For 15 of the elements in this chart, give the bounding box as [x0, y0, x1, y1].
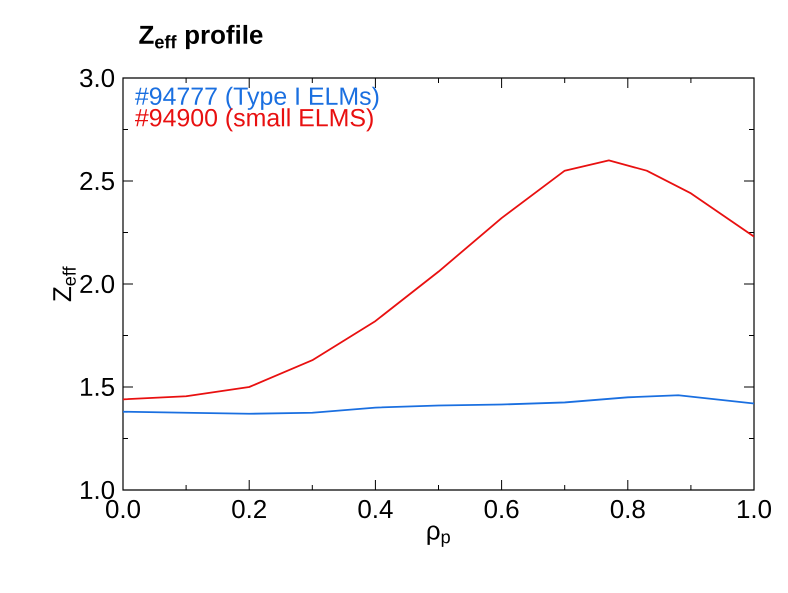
y-tick-label: 3.0: [80, 68, 114, 88]
y-tick-label: 1.0: [81, 480, 114, 500]
y-tick-label: 2.5: [80, 172, 114, 190]
x-tick-label: 0.2: [232, 500, 266, 518]
x-axis-title: ρ$_{p}$: [428, 525, 450, 547]
y-tick-label: 2.0: [80, 274, 114, 294]
x-tick-label: 0.4: [358, 500, 393, 518]
x-tick-label: 0.6: [484, 500, 518, 518]
x-tick-label: 0.0: [106, 500, 140, 518]
x-tick-label: 1.0: [738, 500, 771, 518]
y-tick-label: 1.5: [81, 378, 114, 396]
text: #94900 (small ELMS): [134, 108, 373, 132]
x-tick-label: 0.8: [610, 500, 645, 518]
chart-title: Z$_{eff}$ profile: [139, 24, 262, 50]
y-axis-title: Z$_{eff}$: [53, 266, 76, 302]
